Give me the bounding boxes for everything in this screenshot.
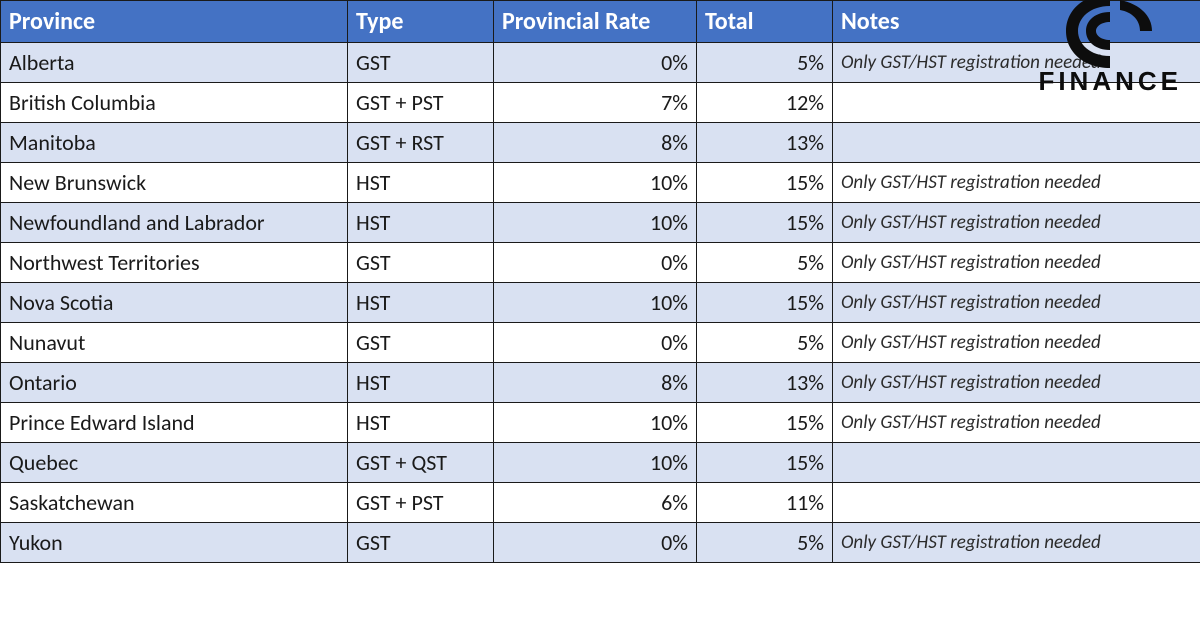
col-province: Province xyxy=(1,1,348,43)
cell-rate: 10% xyxy=(494,403,697,443)
table-row: ManitobaGST + RST8%13% xyxy=(1,123,1200,163)
cell-province: Newfoundland and Labrador xyxy=(1,203,348,243)
cell-notes xyxy=(833,483,1200,523)
cell-total: 15% xyxy=(697,443,833,483)
table-header-row: Province Type Provincial Rate Total Note… xyxy=(1,1,1200,43)
table-row: QuebecGST + QST10%15% xyxy=(1,443,1200,483)
cell-rate: 10% xyxy=(494,443,697,483)
cell-rate: 0% xyxy=(494,523,697,563)
cell-rate: 10% xyxy=(494,163,697,203)
cell-total: 15% xyxy=(697,403,833,443)
cell-type: GST + QST xyxy=(348,443,494,483)
cell-rate: 0% xyxy=(494,323,697,363)
table-row: British ColumbiaGST + PST7%12% xyxy=(1,83,1200,123)
table-row: Prince Edward IslandHST10%15%Only GST/HS… xyxy=(1,403,1200,443)
cell-province: Ontario xyxy=(1,363,348,403)
cell-rate: 10% xyxy=(494,283,697,323)
table-row: New BrunswickHST10%15%Only GST/HST regis… xyxy=(1,163,1200,203)
cell-province: British Columbia xyxy=(1,83,348,123)
cell-rate: 10% xyxy=(494,203,697,243)
cell-type: HST xyxy=(348,363,494,403)
cell-province: Alberta xyxy=(1,43,348,83)
cell-type: GST + PST xyxy=(348,483,494,523)
cell-type: GST xyxy=(348,523,494,563)
cell-notes: Only GST/HST registration needed xyxy=(833,323,1200,363)
cell-notes: Only GST/HST registration needed xyxy=(833,203,1200,243)
cell-rate: 7% xyxy=(494,83,697,123)
cell-province: Saskatchewan xyxy=(1,483,348,523)
cell-notes xyxy=(833,123,1200,163)
cell-notes: Only GST/HST registration needed xyxy=(833,163,1200,203)
col-notes: Notes xyxy=(833,1,1200,43)
cell-total: 5% xyxy=(697,323,833,363)
cell-rate: 0% xyxy=(494,243,697,283)
col-rate: Provincial Rate xyxy=(494,1,697,43)
cell-notes xyxy=(833,83,1200,123)
cell-province: Nunavut xyxy=(1,323,348,363)
cell-province: Manitoba xyxy=(1,123,348,163)
cell-rate: 8% xyxy=(494,123,697,163)
cell-rate: 6% xyxy=(494,483,697,523)
cell-type: HST xyxy=(348,403,494,443)
cell-type: GST xyxy=(348,323,494,363)
cell-province: Yukon xyxy=(1,523,348,563)
cell-province: Prince Edward Island xyxy=(1,403,348,443)
cell-type: GST xyxy=(348,43,494,83)
cell-type: HST xyxy=(348,163,494,203)
table-row: OntarioHST8%13%Only GST/HST registration… xyxy=(1,363,1200,403)
cell-total: 5% xyxy=(697,523,833,563)
cell-notes: Only GST/HST registration needed xyxy=(833,243,1200,283)
tax-table: Province Type Provincial Rate Total Note… xyxy=(0,0,1200,563)
cell-total: 15% xyxy=(697,283,833,323)
cell-notes: Only GST/HST registration needed xyxy=(833,363,1200,403)
table-row: YukonGST0%5%Only GST/HST registration ne… xyxy=(1,523,1200,563)
cell-notes: Only GST/HST registration needed xyxy=(833,403,1200,443)
table-row: Newfoundland and LabradorHST10%15%Only G… xyxy=(1,203,1200,243)
table-row: NunavutGST0%5%Only GST/HST registration … xyxy=(1,323,1200,363)
cell-rate: 8% xyxy=(494,363,697,403)
tax-table-container: Province Type Provincial Rate Total Note… xyxy=(0,0,1200,630)
cell-total: 12% xyxy=(697,83,833,123)
cell-total: 15% xyxy=(697,163,833,203)
cell-total: 5% xyxy=(697,43,833,83)
cell-total: 13% xyxy=(697,123,833,163)
cell-notes xyxy=(833,443,1200,483)
cell-type: GST + RST xyxy=(348,123,494,163)
table-row: Nova ScotiaHST10%15%Only GST/HST registr… xyxy=(1,283,1200,323)
cell-type: GST xyxy=(348,243,494,283)
cell-province: New Brunswick xyxy=(1,163,348,203)
cell-notes: Only GST/HST registration needed xyxy=(833,523,1200,563)
cell-rate: 0% xyxy=(494,43,697,83)
col-type: Type xyxy=(348,1,494,43)
cell-type: HST xyxy=(348,203,494,243)
cell-total: 15% xyxy=(697,203,833,243)
cell-notes: Only GST/HST registration needed xyxy=(833,283,1200,323)
cell-total: 13% xyxy=(697,363,833,403)
cell-total: 11% xyxy=(697,483,833,523)
col-total: Total xyxy=(697,1,833,43)
cell-type: GST + PST xyxy=(348,83,494,123)
table-row: Northwest TerritoriesGST0%5%Only GST/HST… xyxy=(1,243,1200,283)
cell-province: Nova Scotia xyxy=(1,283,348,323)
cell-notes: Only GST/HST registration needed xyxy=(833,43,1200,83)
table-row: SaskatchewanGST + PST6%11% xyxy=(1,483,1200,523)
cell-type: HST xyxy=(348,283,494,323)
table-row: AlbertaGST0%5%Only GST/HST registration … xyxy=(1,43,1200,83)
cell-province: Northwest Territories xyxy=(1,243,348,283)
cell-total: 5% xyxy=(697,243,833,283)
cell-province: Quebec xyxy=(1,443,348,483)
